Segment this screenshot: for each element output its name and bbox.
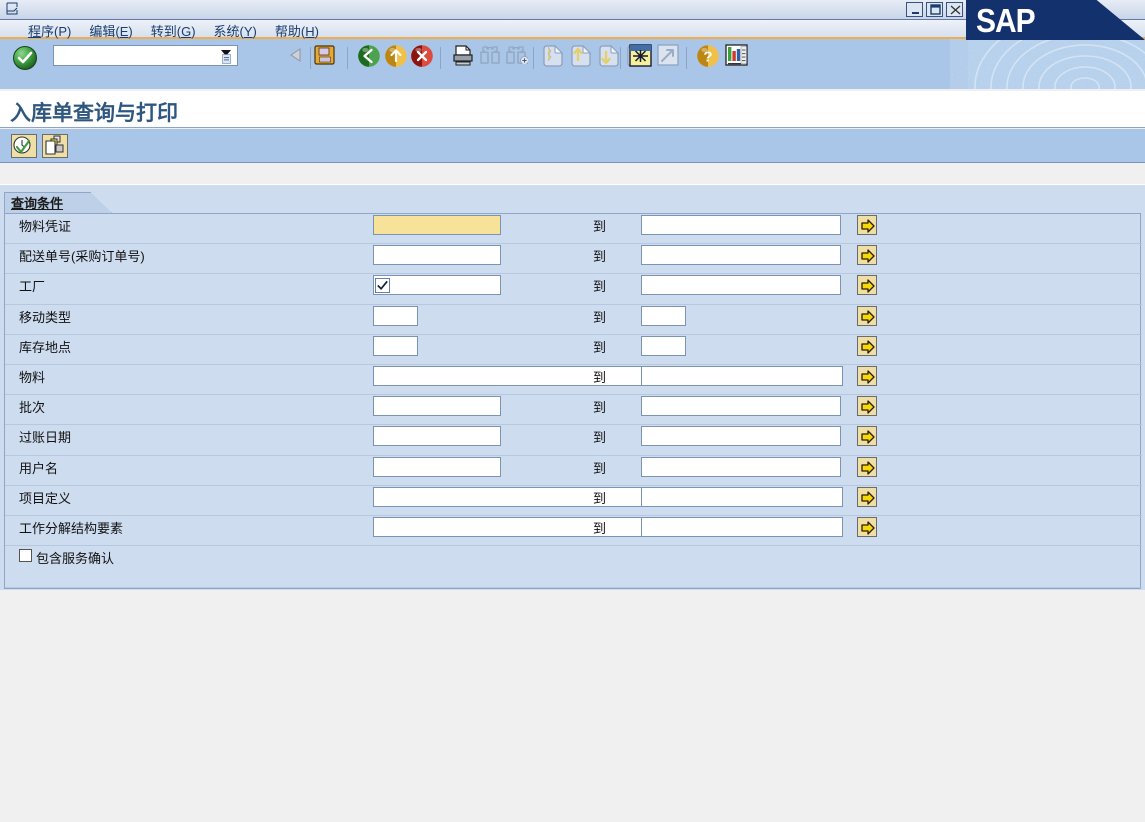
svg-text:?: ? (703, 49, 712, 66)
